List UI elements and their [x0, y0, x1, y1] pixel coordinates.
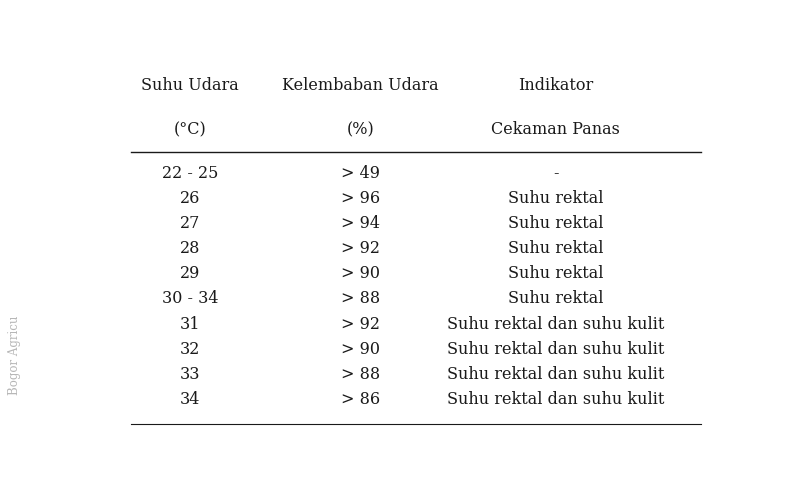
Text: > 86: > 86	[341, 391, 380, 408]
Text: 34: 34	[180, 391, 200, 408]
Text: -: -	[553, 165, 558, 182]
Text: 30 - 34: 30 - 34	[162, 290, 218, 307]
Text: > 94: > 94	[341, 215, 380, 232]
Text: Suhu rektal: Suhu rektal	[508, 290, 603, 307]
Text: Suhu rektal dan suhu kulit: Suhu rektal dan suhu kulit	[447, 391, 664, 408]
Text: Suhu rektal: Suhu rektal	[508, 215, 603, 232]
Text: 27: 27	[180, 215, 200, 232]
Text: 28: 28	[180, 240, 200, 257]
Text: (%): (%)	[346, 121, 374, 138]
Text: Suhu rektal: Suhu rektal	[508, 190, 603, 207]
Text: Suhu rektal dan suhu kulit: Suhu rektal dan suhu kulit	[447, 316, 664, 332]
Text: 32: 32	[180, 341, 200, 358]
Text: Indikator: Indikator	[518, 78, 594, 94]
Text: Bogor Agricu: Bogor Agricu	[8, 316, 21, 395]
Text: 33: 33	[180, 366, 200, 383]
Text: > 88: > 88	[341, 290, 380, 307]
Text: 29: 29	[180, 265, 200, 282]
Text: > 96: > 96	[341, 190, 380, 207]
Text: > 92: > 92	[341, 316, 380, 332]
Text: Cekaman Panas: Cekaman Panas	[491, 121, 620, 138]
Text: Suhu Udara: Suhu Udara	[141, 78, 238, 94]
Text: Suhu rektal dan suhu kulit: Suhu rektal dan suhu kulit	[447, 341, 664, 358]
Text: 31: 31	[180, 316, 200, 332]
Text: (°C): (°C)	[174, 121, 206, 138]
Text: 26: 26	[180, 190, 200, 207]
Text: > 88: > 88	[341, 366, 380, 383]
Text: Suhu rektal: Suhu rektal	[508, 265, 603, 282]
Text: > 90: > 90	[341, 265, 380, 282]
Text: 22 - 25: 22 - 25	[162, 165, 218, 182]
Text: > 92: > 92	[341, 240, 380, 257]
Text: > 49: > 49	[341, 165, 380, 182]
Text: Suhu rektal: Suhu rektal	[508, 240, 603, 257]
Text: Suhu rektal dan suhu kulit: Suhu rektal dan suhu kulit	[447, 366, 664, 383]
Text: Kelembaban Udara: Kelembaban Udara	[282, 78, 438, 94]
Text: > 90: > 90	[341, 341, 380, 358]
